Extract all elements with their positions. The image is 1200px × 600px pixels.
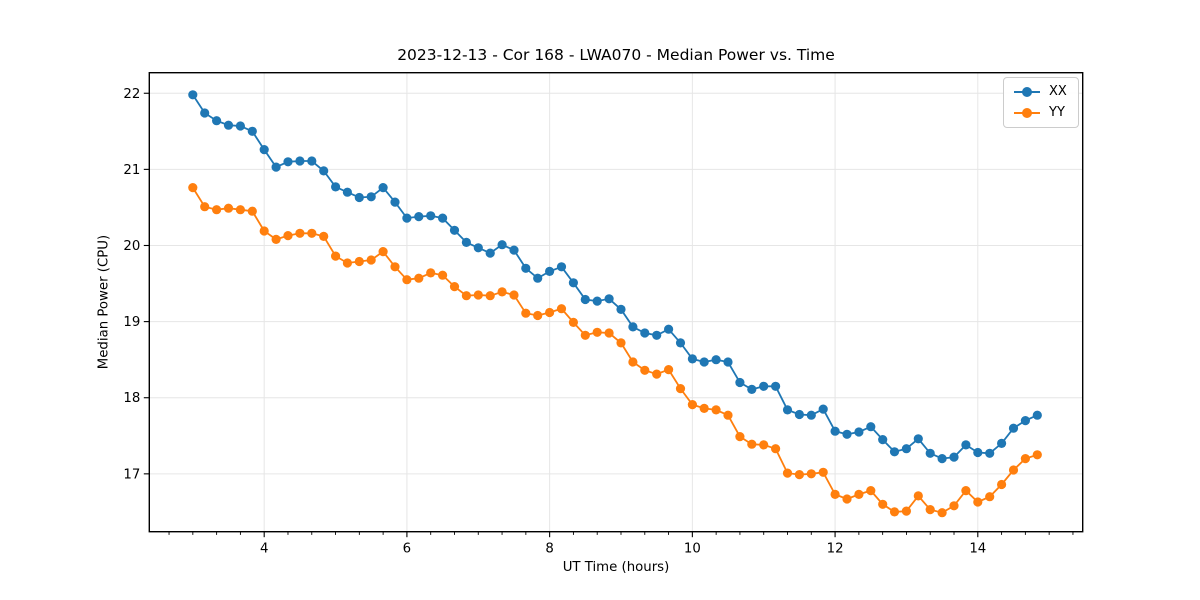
legend-line-marker-icon <box>1014 108 1040 118</box>
svg-text:20: 20 <box>123 239 140 254</box>
legend-label: YY <box>1049 105 1065 120</box>
legend-entry-xx: XX <box>1013 83 1070 101</box>
x-axis-label: UT Time (hours) <box>562 560 670 575</box>
svg-text:18: 18 <box>123 391 140 406</box>
svg-text:6: 6 <box>403 542 411 557</box>
svg-text:19: 19 <box>123 315 140 330</box>
chart-title: 2023-12-13 - Cor 168 - LWA070 - Median P… <box>397 46 835 64</box>
svg-text:8: 8 <box>545 542 553 557</box>
svg-text:17: 17 <box>123 467 140 482</box>
svg-text:12: 12 <box>827 542 844 557</box>
legend-entry-yy: YY <box>1013 104 1070 122</box>
svg-text:14: 14 <box>969 542 986 557</box>
y-axis-label: Median Power (CPU) <box>96 234 112 370</box>
legend-label: XX <box>1049 84 1067 99</box>
svg-text:4: 4 <box>260 542 268 557</box>
svg-text:10: 10 <box>684 542 701 557</box>
svg-text:22: 22 <box>123 87 140 102</box>
legend-line-marker-icon <box>1014 87 1040 97</box>
svg-text:21: 21 <box>123 163 140 178</box>
legend: XX YY <box>1003 77 1079 128</box>
